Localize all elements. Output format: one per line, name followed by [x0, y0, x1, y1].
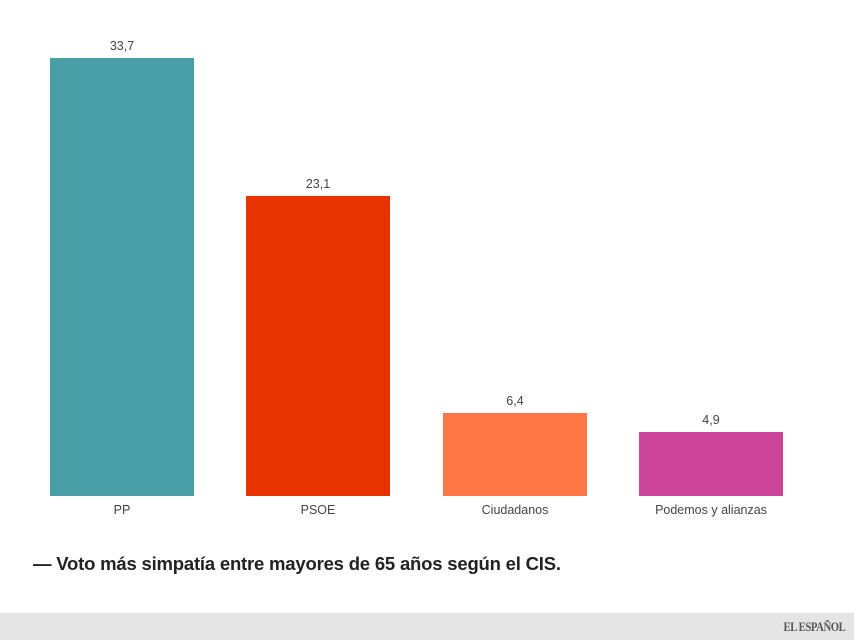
category-label: PSOE — [300, 503, 336, 517]
value-label: 4,9 — [702, 413, 720, 427]
value-label: 33,7 — [109, 39, 135, 53]
footer-bar: EL ESPAÑOL — [0, 613, 854, 640]
bar-psoe — [246, 196, 390, 496]
bar-ciudadanos — [443, 413, 587, 496]
value-label: 23,1 — [305, 177, 331, 191]
brand-logo: EL ESPAÑOL — [783, 619, 845, 634]
category-label: Ciudadanos — [481, 503, 549, 517]
category-label: Podemos y alianzas — [655, 503, 767, 517]
category-label: PP — [113, 503, 131, 517]
bar-pp — [50, 58, 194, 496]
value-label: 6,4 — [506, 394, 524, 408]
bar-chart: 33,7 PP 23,1 PSOE 6,4 Ciudadanos 4,9 Podemos y … — [50, 39, 783, 517]
chart-caption: — Voto más simpatía entre mayores de 65 … — [33, 553, 561, 574]
bar-podemos-y-alianzas — [639, 432, 783, 496]
